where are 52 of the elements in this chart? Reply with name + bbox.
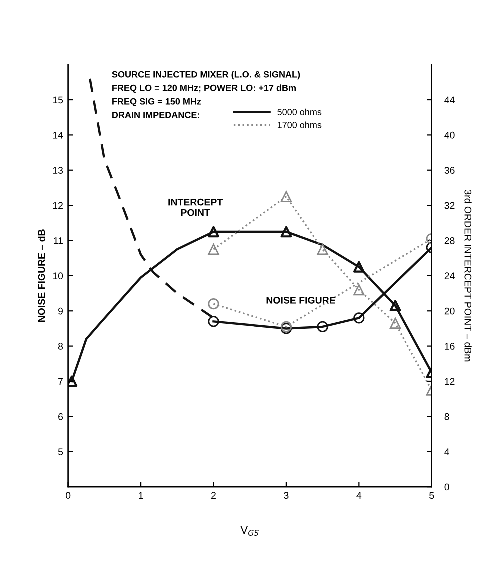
legend-label: 1700 ohms bbox=[278, 122, 322, 128]
y-axis-title: NOISE FIGURE – dB bbox=[38, 230, 46, 322]
y-tick-label: 10 bbox=[53, 272, 64, 280]
point bbox=[208, 298, 220, 310]
x-tick-label: 2 bbox=[212, 492, 216, 499]
x-tick-label: 1 bbox=[139, 492, 144, 499]
y2-tick-label: 24 bbox=[444, 272, 455, 280]
point bbox=[317, 244, 328, 256]
y2-tick-label: 0 bbox=[444, 484, 450, 491]
y2-tick-label: 8 bbox=[444, 413, 450, 420]
point bbox=[280, 226, 292, 238]
y-tick-label: 13 bbox=[53, 167, 64, 174]
annotation: SOURCE INJECTED MIXER (L.O. & SIGNAL) bbox=[112, 71, 300, 80]
annotation: FREQ SIG = 150 MHz bbox=[112, 98, 202, 106]
y-tick-label: 7 bbox=[58, 378, 63, 386]
point bbox=[353, 261, 365, 273]
y2-tick-label: 16 bbox=[445, 343, 455, 350]
point bbox=[354, 284, 365, 296]
x-tick-label: 5 bbox=[430, 492, 434, 500]
y2-tick-label: 12 bbox=[445, 378, 455, 386]
point bbox=[390, 300, 402, 312]
y2-tick-label: 4 bbox=[444, 448, 450, 456]
y-tick-label: 6 bbox=[58, 413, 64, 420]
y-tick-label: 8 bbox=[58, 343, 64, 350]
y2-tick-label: 44 bbox=[444, 96, 455, 104]
annotation: DRAIN IMPEDANCE: bbox=[112, 112, 200, 118]
y2-tick-label: 32 bbox=[444, 202, 455, 210]
annotation: NOISE FIGURE bbox=[266, 297, 336, 304]
point bbox=[280, 191, 292, 202]
y2-axis-title: 3rd ORDER INTERCEPT POINT – dBm bbox=[464, 190, 472, 362]
point bbox=[208, 316, 220, 328]
x-tick-label: 4 bbox=[356, 492, 362, 499]
point bbox=[208, 244, 220, 256]
annotation: INTERCEPT POINT bbox=[168, 198, 224, 216]
y2-tick-label: 28 bbox=[444, 237, 455, 244]
x-tick-label: 0 bbox=[66, 492, 71, 500]
legend-label: 5000 ohms bbox=[278, 108, 322, 116]
y-tick-label: 12 bbox=[53, 202, 63, 210]
x-tick-label: 3 bbox=[284, 492, 289, 500]
point bbox=[390, 318, 402, 329]
y2-tick-label: 36 bbox=[444, 167, 455, 174]
point bbox=[208, 226, 220, 238]
y-tick-label: 14 bbox=[53, 132, 64, 139]
y-tick-label: 9 bbox=[58, 308, 63, 315]
x-axis-title: V$_{GS}$ bbox=[240, 526, 259, 536]
y2-tick-label: 40 bbox=[444, 132, 455, 139]
point bbox=[317, 321, 328, 333]
y-tick-label: 15 bbox=[53, 96, 64, 104]
y2-tick-label: 20 bbox=[444, 308, 455, 315]
y-tick-label: 5 bbox=[58, 448, 64, 456]
annotation: FREQ LO = 120 MHz; POWER LO: +17 dBm bbox=[112, 84, 296, 93]
y-tick-label: 11 bbox=[54, 238, 63, 244]
